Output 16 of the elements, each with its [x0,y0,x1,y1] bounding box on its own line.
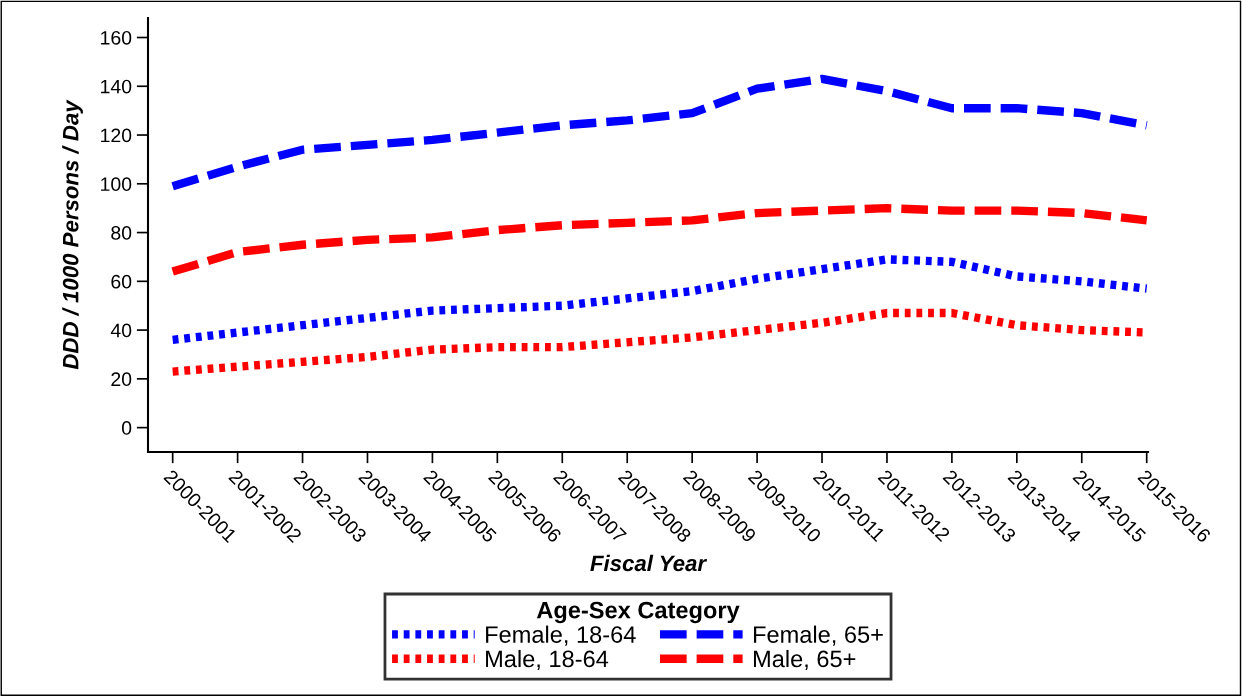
y-tick-label: 100 [101,177,132,192]
y-tick-label: 160 [101,30,132,45]
legend-label: Female, 65+ [753,625,883,646]
y-tick-label: 140 [101,79,132,94]
legend-title: Age-Sex Category [536,601,740,624]
y-tick-label: 0 [121,421,132,435]
legend-label: Female, 18-64 [486,625,636,646]
y-tick-label: 120 [101,128,132,143]
y-tick-label: 40 [110,323,132,338]
y-tick-label: 60 [111,274,132,289]
legend-label: Male, 18-64 [486,649,609,671]
x-axis-title: Fiscal Year [590,554,708,572]
y-tick-label: 80 [111,226,132,240]
legend-label: Male, 65+ [753,649,856,671]
y-tick-label: 20 [111,372,132,387]
y-axis-title: DDD / 1000 Persons / Day [62,99,83,370]
